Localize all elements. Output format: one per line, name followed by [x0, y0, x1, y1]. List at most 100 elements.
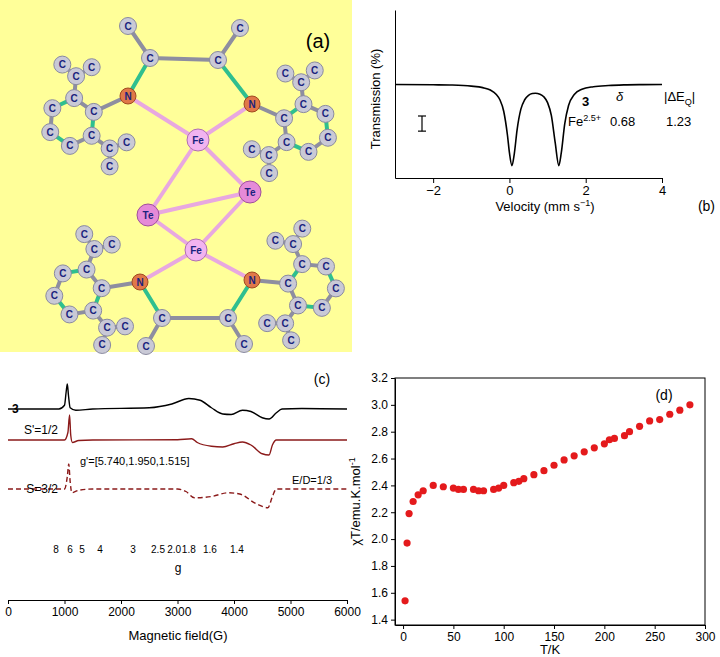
annotation: E/D=1/3 [292, 474, 332, 486]
tick-label: 1.8 [182, 544, 196, 555]
tick-label: 3.2 [371, 371, 388, 385]
tick-mark [391, 620, 395, 621]
atom [327, 280, 344, 297]
text-part: (d) [655, 387, 672, 403]
atom [132, 274, 148, 290]
atom [54, 56, 71, 73]
atom [295, 96, 312, 113]
tick-label: 4000 [221, 605, 248, 619]
atom [289, 297, 306, 314]
atom [61, 137, 78, 154]
plot-frame [395, 378, 705, 625]
tick-mark [234, 600, 235, 604]
tick-mark [403, 625, 404, 629]
plot-area [395, 84, 662, 165]
axis-title: Velocity (mm s−1) [495, 198, 594, 214]
atom [187, 129, 209, 151]
scale-bar [418, 116, 426, 131]
tick: 2.8 [371, 425, 395, 439]
atom [306, 62, 323, 79]
tick-mark [604, 625, 605, 629]
tick-mark [391, 485, 395, 486]
atom [244, 96, 260, 112]
data-point [581, 448, 588, 455]
tick-mark [391, 432, 395, 433]
text-part: Magnetic field(G) [129, 628, 228, 643]
atom-label: C [106, 143, 113, 154]
atom-label: C [146, 53, 153, 64]
data-point [540, 467, 547, 474]
data-point [430, 482, 437, 489]
data-point [530, 471, 537, 478]
text-part: 0.68 [610, 114, 635, 129]
atom-label: C [108, 239, 115, 250]
bond [162, 316, 228, 320]
atom-label: C [264, 318, 271, 329]
tick: 1000 [52, 600, 79, 619]
tick: 0 [5, 600, 12, 619]
tick-label: 3 [130, 544, 136, 555]
atom-label: C [285, 278, 292, 289]
data-point [666, 411, 673, 418]
tick-mark [453, 625, 454, 629]
text-part: (c) [314, 371, 330, 387]
axis-line [396, 178, 663, 179]
series-label: 3 [12, 402, 19, 416]
atom [83, 59, 100, 76]
text-part: ) [590, 199, 594, 214]
data-point [646, 417, 653, 424]
atom-label: C [88, 62, 95, 73]
scale-bar-part [418, 131, 426, 132]
atom-label: C [332, 283, 339, 294]
atom-label: C [142, 341, 149, 352]
atom-label: C [90, 106, 97, 117]
text-part: g'=[5.740,1.950,1.515] [80, 455, 189, 467]
tick-label: 1.6 [371, 586, 388, 600]
atom-label: C [324, 132, 331, 143]
axis: 0100020003000400050006000 [5, 600, 361, 619]
text-part: Velocity (mm s [495, 199, 580, 214]
tick-mark [391, 539, 395, 540]
atom-label: N [248, 99, 255, 110]
tick-mark [121, 600, 122, 604]
tick-label: 2.5 [151, 544, 165, 555]
tick-label: 0 [400, 630, 407, 644]
atom-label: C [318, 302, 325, 313]
atom [293, 74, 310, 91]
chart-c: 0100020003000400050006000865432.52.01.81… [5, 371, 361, 643]
atom [66, 90, 83, 107]
atom-label: C [299, 259, 306, 270]
tick: −2 [426, 178, 441, 198]
text-part: −1 [580, 198, 590, 208]
atom-label: C [88, 130, 95, 141]
scale-bar-part [418, 115, 426, 116]
tick-mark [178, 600, 179, 604]
tick-label: 5 [79, 544, 85, 555]
atom-label: C [240, 339, 247, 350]
bond [150, 58, 218, 60]
atom-label: C [121, 321, 128, 332]
atom-label: C [305, 146, 312, 157]
data-point [686, 401, 693, 408]
atom-label: C [266, 168, 273, 179]
tick-label: 1.4 [230, 544, 244, 555]
text-part: Transmission (%) [368, 49, 383, 150]
text-part: E/D=1/3 [292, 474, 332, 486]
text-part: | [692, 89, 695, 104]
atom-label: C [280, 113, 287, 124]
text-part: Fe [568, 114, 583, 129]
atom-label: C [71, 93, 78, 104]
tick-label: 4 [659, 183, 666, 198]
text-part: T/K [540, 642, 561, 657]
tick: 2.4 [371, 479, 395, 493]
tick-mark [391, 459, 395, 460]
tick-label: 1.6 [203, 544, 217, 555]
text-part: Q [685, 97, 692, 107]
atom-label: C [282, 68, 289, 79]
data-point [626, 428, 633, 435]
axis: 1.41.61.82.02.22.42.62.83.03.2 [371, 371, 395, 627]
data-point [420, 487, 427, 494]
atom [313, 299, 330, 316]
tick: 2000 [108, 600, 135, 619]
annotation: g'=[5.740,1.950,1.515] [80, 455, 189, 467]
